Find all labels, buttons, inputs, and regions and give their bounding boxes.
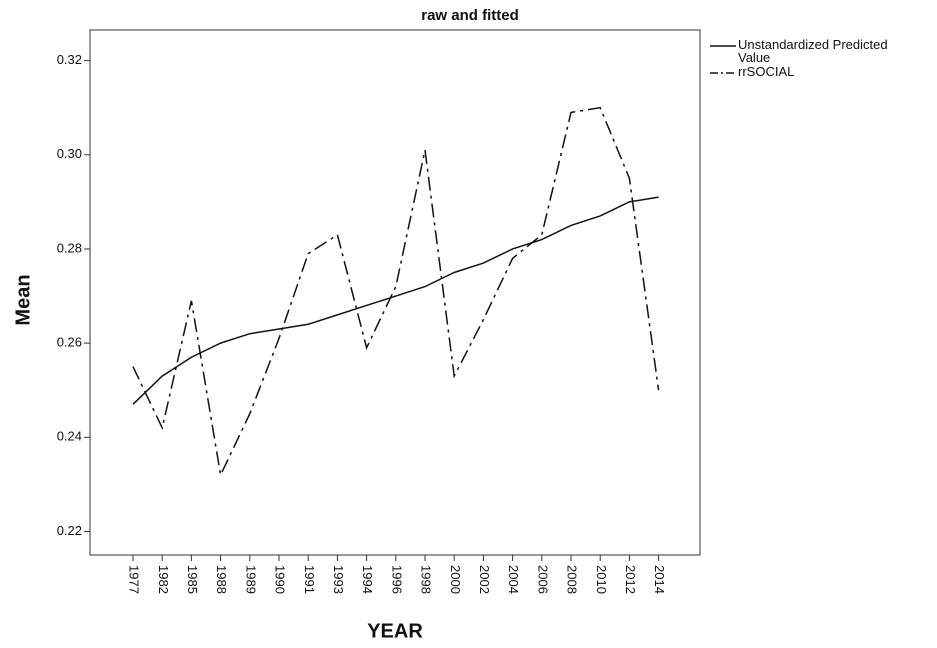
x-tick-label: 2012 bbox=[623, 565, 638, 594]
series-line bbox=[132, 106, 660, 478]
x-tick-label: 1985 bbox=[185, 565, 200, 594]
series-line bbox=[132, 196, 659, 405]
legend: Unstandardized Predicted Value rrSOCIAL bbox=[708, 38, 933, 79]
x-tick-label: 1989 bbox=[243, 565, 258, 594]
legend-entry: Unstandardized Predicted Value bbox=[708, 38, 933, 64]
y-tick-label: 0.32 bbox=[57, 52, 82, 67]
y-tick-label: 0.22 bbox=[57, 523, 82, 538]
plot-frame bbox=[89, 29, 701, 556]
y-tick-label: 0.26 bbox=[57, 335, 82, 350]
legend-label: rrSOCIAL bbox=[738, 64, 795, 79]
x-tick-label: 2014 bbox=[652, 565, 667, 594]
x-tick-label: 1994 bbox=[360, 565, 375, 594]
legend-swatch bbox=[710, 72, 736, 74]
y-tick-label: 0.28 bbox=[57, 240, 82, 255]
x-tick-label: 1993 bbox=[331, 565, 346, 594]
x-tick-label: 1988 bbox=[214, 565, 229, 594]
chart-title: raw and fitted bbox=[421, 7, 519, 24]
x-tick-label: 2000 bbox=[448, 565, 463, 594]
x-tick-label: 2004 bbox=[506, 565, 521, 594]
x-axis-label: YEAR bbox=[367, 620, 423, 642]
y-axis-label: Mean bbox=[12, 274, 34, 325]
legend-entry: rrSOCIAL bbox=[708, 65, 933, 78]
y-tick-label: 0.24 bbox=[57, 429, 82, 444]
x-tick-label: 1977 bbox=[127, 565, 142, 594]
legend-swatch bbox=[710, 45, 736, 47]
x-tick-label: 2008 bbox=[565, 565, 580, 594]
x-tick-label: 1996 bbox=[389, 565, 404, 594]
x-tick-label: 1990 bbox=[273, 565, 288, 594]
x-tick-label: 1998 bbox=[419, 565, 434, 594]
x-tick-label: 2002 bbox=[477, 565, 492, 594]
x-tick-label: 2006 bbox=[535, 565, 550, 594]
legend-label: Unstandardized Predicted Value bbox=[738, 37, 888, 65]
x-tick-label: 1982 bbox=[156, 565, 171, 594]
x-tick-label: 1991 bbox=[302, 565, 317, 594]
y-tick-label: 0.30 bbox=[57, 146, 82, 161]
x-tick-label: 2010 bbox=[594, 565, 609, 594]
